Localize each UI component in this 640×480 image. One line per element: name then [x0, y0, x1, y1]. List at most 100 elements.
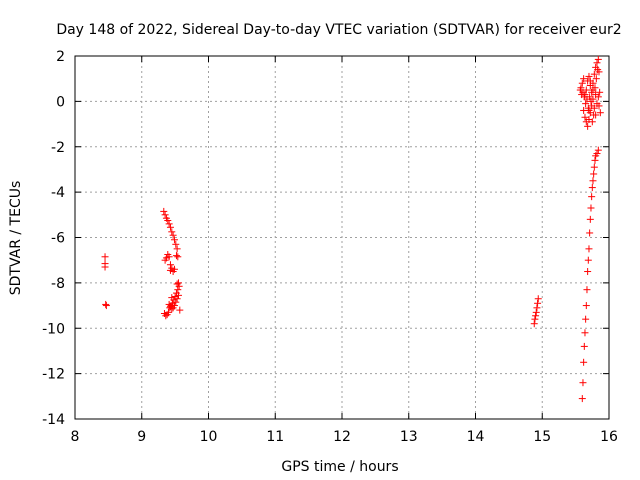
data-point-marker — [578, 79, 586, 87]
data-point-marker — [534, 299, 542, 307]
data-point-marker — [101, 253, 109, 261]
x-tick-label: 13 — [400, 429, 418, 445]
data-point-marker — [588, 193, 596, 201]
data-point-marker — [578, 91, 586, 99]
data-point-marker — [582, 315, 590, 323]
data-point-marker — [587, 204, 595, 212]
data-point-marker — [593, 59, 601, 67]
y-axis-label: SDTVAR / TECUs — [8, 181, 24, 296]
data-point-marker — [588, 118, 596, 126]
data-point-marker — [168, 228, 176, 236]
data-point-marker — [531, 315, 539, 323]
data-point-marker — [596, 88, 604, 96]
data-point-marker — [173, 295, 181, 303]
data-point-marker — [585, 72, 593, 80]
y-tick-label: 2 — [56, 49, 65, 65]
x-tick-label: 9 — [137, 429, 146, 445]
data-point-marker — [591, 156, 599, 164]
data-point-marker — [590, 104, 598, 112]
data-point-marker — [589, 86, 597, 94]
data-point-marker — [594, 146, 602, 154]
data-point-marker — [592, 75, 600, 83]
data-point-marker — [590, 170, 598, 178]
data-point-marker — [168, 294, 176, 302]
data-point-marker — [595, 68, 603, 76]
x-tick-label: 14 — [467, 429, 485, 445]
data-point-marker — [173, 280, 181, 288]
data-point-marker — [533, 304, 541, 312]
data-point-marker — [595, 102, 603, 110]
x-axis-ticks: 8 9 10 11 12 13 14 15 16 — [71, 56, 618, 445]
data-point-marker — [174, 253, 182, 261]
data-point-marker — [165, 253, 173, 261]
data-point-marker — [172, 298, 180, 306]
data-point-marker — [102, 300, 110, 308]
data-point-marker — [586, 215, 594, 223]
data-point-marker — [170, 236, 178, 244]
data-point-marker — [596, 109, 604, 117]
data-point-marker — [578, 395, 586, 403]
data-point-marker — [584, 268, 592, 276]
data-point-marker — [580, 75, 588, 83]
data-point-marker — [594, 55, 602, 63]
x-tick-label: 10 — [200, 429, 218, 445]
data-point-marker — [590, 70, 598, 78]
data-point-marker — [101, 263, 109, 271]
data-point-marker — [585, 106, 593, 114]
x-tick-label: 15 — [533, 429, 551, 445]
y-tick-label: -2 — [51, 140, 65, 156]
y-tick-label: -4 — [51, 185, 65, 201]
data-point-marker — [585, 245, 593, 253]
data-point-marker — [174, 291, 182, 299]
data-point-marker — [590, 111, 598, 119]
x-tick-label: 11 — [266, 429, 284, 445]
x-axis-label: GPS time / hours — [281, 459, 398, 475]
y-tick-label: -10 — [42, 321, 65, 337]
y-axis-ticks: -14 -12 -10 -8 -6 -4 -2 0 2 — [42, 49, 609, 428]
grid-lines — [75, 56, 609, 419]
x-tick-label: 16 — [600, 429, 618, 445]
y-tick-label: -6 — [51, 231, 65, 247]
data-point-marker — [582, 100, 590, 108]
data-point-marker — [589, 177, 597, 185]
data-point-marker — [590, 163, 598, 171]
data-point-marker — [583, 286, 591, 294]
data-points — [101, 55, 604, 403]
data-point-marker — [170, 265, 178, 273]
data-point-marker — [579, 379, 587, 387]
y-tick-label: -14 — [42, 412, 65, 428]
data-point-marker — [164, 216, 172, 224]
y-tick-label: -8 — [51, 276, 65, 292]
x-tick-label: 8 — [71, 429, 80, 445]
data-point-marker — [176, 306, 184, 314]
data-point-marker — [169, 231, 177, 239]
y-tick-label: -12 — [42, 367, 65, 383]
data-point-marker — [587, 97, 595, 105]
data-point-marker — [576, 86, 584, 94]
data-point-marker — [160, 207, 168, 215]
data-point-marker — [166, 223, 174, 231]
data-point-marker — [582, 302, 590, 310]
data-point-marker — [586, 229, 594, 237]
data-point-marker — [164, 308, 172, 316]
data-point-marker — [584, 122, 592, 130]
data-point-marker — [530, 320, 538, 328]
data-point-marker — [532, 312, 540, 320]
data-point-marker — [534, 295, 542, 303]
data-point-marker — [581, 113, 589, 121]
data-point-marker — [580, 342, 588, 350]
data-point-marker — [584, 256, 592, 264]
data-point-marker — [174, 279, 182, 287]
data-point-marker — [592, 91, 600, 99]
chart-title: Day 148 of 2022, Sidereal Day-to-day VTE… — [56, 22, 621, 38]
data-point-marker — [172, 240, 180, 248]
data-point-marker — [102, 302, 110, 310]
data-point-marker — [170, 302, 178, 310]
data-point-marker — [166, 266, 174, 274]
data-point-marker — [165, 220, 173, 228]
data-point-marker — [161, 211, 169, 219]
y-tick-label: 0 — [56, 94, 65, 110]
data-point-marker — [580, 358, 588, 366]
data-point-marker — [172, 252, 180, 260]
